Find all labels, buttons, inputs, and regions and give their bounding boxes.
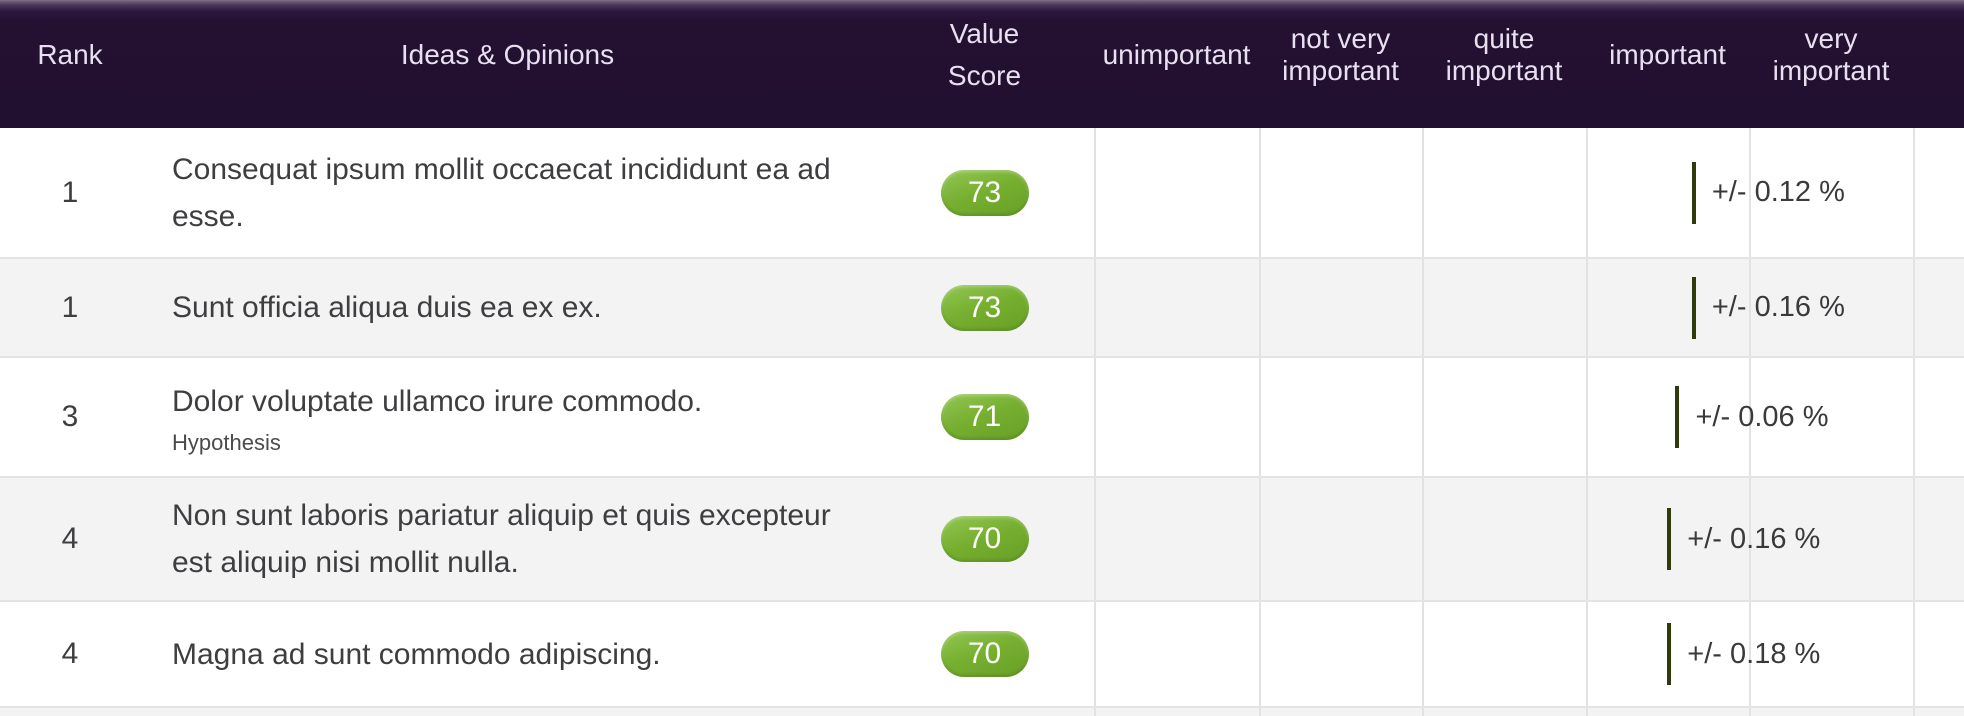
idea-cell: Consequat ipsum mollit occaecat incididu… [140, 128, 875, 257]
scale-label: not very important [1282, 23, 1399, 86]
value-score-badge: 71 [940, 394, 1029, 440]
rank-cell: 1 [61, 290, 79, 324]
table-row: 1 Consequat ipsum mollit occaecat incidi… [0, 128, 1964, 257]
table-row-cutoff [0, 706, 1964, 716]
table-body: 1 Consequat ipsum mollit occaecat incidi… [0, 128, 1964, 706]
header-rank-label: Rank [37, 39, 103, 70]
rating-cell-not-very-important [1259, 259, 1422, 356]
rating-cell-important [1586, 478, 1749, 600]
rating-cell-unimportant [1094, 128, 1259, 257]
scale-label: unimportant [1102, 39, 1251, 70]
rating-cell-very-important [1749, 259, 1913, 356]
rating-cell-edge [1913, 358, 1964, 476]
rank-cell: 1 [61, 175, 79, 209]
header-scale-quite-important: quite important [1422, 0, 1586, 128]
rating-cell-quite-important [1422, 128, 1586, 257]
rating-cell-very-important [1749, 128, 1913, 257]
header-scale-important: important [1586, 0, 1749, 128]
rating-cell-edge [1913, 602, 1964, 706]
rating-cell-important [1586, 128, 1749, 257]
rating-cell-edge [1913, 478, 1964, 600]
header-ideas-label: Ideas & Opinions [400, 39, 615, 70]
score-cell: 70 [875, 478, 1094, 600]
idea-cell: Sunt officia aliqua duis ea ex ex. [140, 259, 875, 356]
idea-text: Dolor voluptate ullamco irure commodo. [172, 384, 703, 418]
rating-cell-not-very-important [1259, 128, 1422, 257]
header-spacer [1913, 0, 1964, 128]
rating-cell-unimportant [1094, 259, 1259, 356]
rating-cell-quite-important [1422, 602, 1586, 706]
score-cell: 73 [875, 259, 1094, 356]
rank-cell: 4 [61, 522, 79, 555]
value-score-badge: 73 [940, 284, 1029, 331]
rating-cell-not-very-important [1259, 478, 1422, 600]
idea-cell: Magna ad sunt commodo adipiscing. [140, 602, 875, 706]
table-row: 1 Sunt officia aliqua duis ea ex ex. 73 … [0, 257, 1964, 356]
idea-cell: Non sunt laboris pariatur aliquip et qui… [140, 478, 875, 600]
header-rank: Rank [0, 0, 140, 128]
scale-label: very important [1772, 23, 1890, 86]
rating-cell-not-very-important [1259, 358, 1422, 476]
rating-cell-not-very-important [1259, 602, 1422, 706]
value-score-badge: 70 [940, 516, 1029, 562]
header-ideas: Ideas & Opinions [140, 0, 875, 128]
idea-cell: Dolor voluptate ullamco irure commodo. H… [140, 358, 875, 476]
rank-cell: 3 [61, 400, 79, 433]
scale-label: important [1609, 39, 1726, 70]
rating-cell-edge [1913, 128, 1964, 257]
rating-cell-very-important [1749, 358, 1913, 476]
rating-cell-quite-important [1422, 478, 1586, 600]
scale-label: quite important [1445, 23, 1563, 86]
value-score-badge: 70 [940, 631, 1029, 677]
rank-cell: 4 [61, 637, 79, 670]
rating-cell-unimportant [1094, 478, 1259, 600]
value-score-badge: 73 [940, 169, 1029, 216]
header-scale-not-very-important: not very important [1259, 0, 1422, 128]
table-row: 4 Non sunt laboris pariatur aliquip et q… [0, 476, 1964, 600]
rating-cell-edge [1913, 259, 1964, 356]
idea-text: Magna ad sunt commodo adipiscing. [172, 637, 661, 671]
score-cell: 70 [875, 602, 1094, 706]
rating-cell-very-important [1749, 602, 1913, 706]
rating-cell-quite-important [1422, 358, 1586, 476]
header-scale-unimportant: unimportant [1094, 0, 1259, 128]
header-value-score: Value Score [875, 0, 1094, 128]
rating-cell-unimportant [1094, 358, 1259, 476]
idea-text: Sunt officia aliqua duis ea ex ex. [172, 291, 602, 324]
rating-cell-unimportant [1094, 602, 1259, 706]
idea-text: Non sunt laboris pariatur aliquip et qui… [172, 499, 831, 579]
rating-cell-very-important [1749, 478, 1913, 600]
rating-cell-important [1586, 358, 1749, 476]
header-scale-very-important: very important [1749, 0, 1913, 128]
score-cell: 73 [875, 128, 1094, 257]
idea-subtitle: Hypothesis [172, 429, 281, 455]
header-value-score-label: Value Score [947, 18, 1022, 91]
rating-cell-important [1586, 259, 1749, 356]
table-row: 4 Magna ad sunt commodo adipiscing. 70 +… [0, 600, 1964, 706]
table-header: Rank Ideas & Opinions Value Score unimpor… [0, 0, 1964, 128]
rating-cell-quite-important [1422, 259, 1586, 356]
idea-text: Consequat ipsum mollit occaecat incididu… [172, 152, 831, 233]
rating-cell-important [1586, 602, 1749, 706]
score-cell: 71 [875, 358, 1094, 476]
table-row: 3 Dolor voluptate ullamco irure commodo.… [0, 356, 1964, 476]
